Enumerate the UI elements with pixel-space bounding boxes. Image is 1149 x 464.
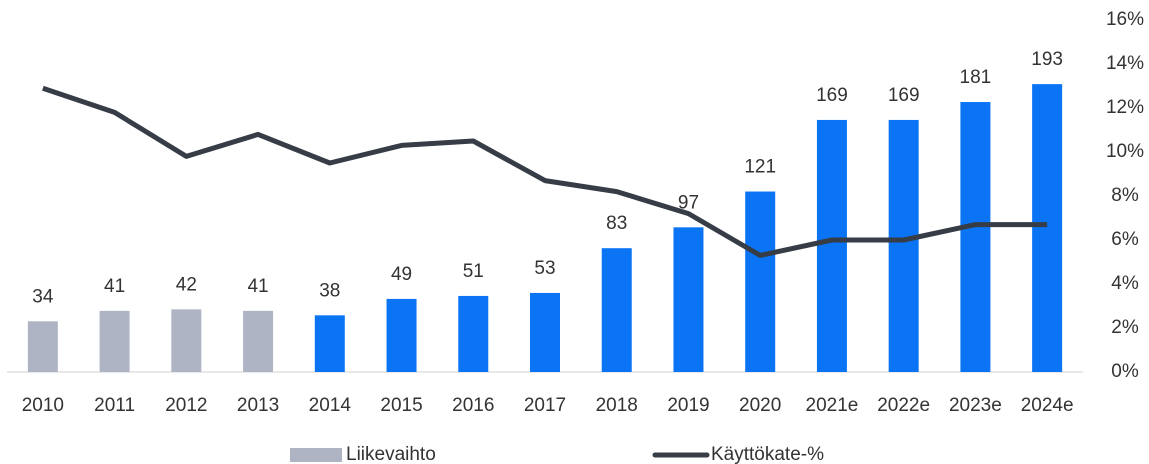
data-label: 41 (104, 276, 125, 297)
legend-label: Liikevaihto (346, 444, 436, 464)
data-label: 51 (463, 261, 484, 282)
y2-tick-label: 8% (1111, 185, 1139, 206)
data-label: 38 (319, 280, 340, 301)
data-label: 169 (888, 85, 920, 106)
bar (745, 191, 776, 372)
x-tick-label: 2010 (22, 395, 64, 416)
data-label: 169 (816, 85, 848, 106)
bar (601, 248, 632, 372)
data-label: 121 (744, 157, 776, 178)
y2-tick-label: 4% (1111, 273, 1139, 294)
y2-tick-label: 0% (1111, 361, 1139, 382)
legend-swatch (290, 448, 342, 462)
x-tick-label: 2020 (739, 395, 781, 416)
bar (314, 315, 345, 372)
y2-tick-label: 14% (1106, 53, 1144, 74)
x-tick-label: 2014 (309, 395, 352, 416)
x-tick-label: 2011 (94, 395, 135, 416)
x-tick-label: 2019 (667, 395, 709, 416)
x-tick-label: 2013 (237, 395, 279, 416)
bar (816, 119, 847, 372)
bar (243, 310, 274, 372)
x-tick-label: 2018 (596, 395, 638, 416)
data-label: 181 (960, 67, 992, 88)
x-tick-label: 2015 (380, 395, 422, 416)
bar (99, 310, 130, 372)
y2-tick-label: 16% (1106, 9, 1144, 30)
bar (673, 227, 704, 372)
bar (960, 102, 991, 372)
data-label: 97 (678, 192, 699, 213)
x-tick-label: 2024e (1021, 395, 1074, 416)
x-tick-label: 2022e (877, 395, 930, 416)
y2-tick-label: 2% (1111, 317, 1139, 338)
data-label: 41 (247, 276, 268, 297)
x-tick-label: 2017 (524, 395, 566, 416)
bar (386, 298, 417, 372)
x-tick-label: 2023e (949, 395, 1002, 416)
data-label: 193 (1031, 49, 1063, 70)
bar (530, 292, 560, 372)
bar (1032, 84, 1063, 372)
legend-label: Käyttökate-% (711, 444, 824, 464)
data-label: 53 (534, 258, 555, 279)
line (42, 85, 1048, 258)
x-tick-label: 2021e (806, 395, 859, 416)
bar (888, 119, 919, 372)
y2-tick-label: 10% (1106, 141, 1144, 162)
bar (171, 309, 202, 372)
x-tick-label: 2016 (452, 395, 494, 416)
x-tick-label: 2012 (165, 395, 207, 416)
data-label: 49 (391, 264, 412, 285)
bar (27, 321, 58, 372)
y2-tick-label: 6% (1111, 229, 1139, 250)
y2-tick-label: 12% (1106, 97, 1144, 118)
data-label: 42 (176, 274, 197, 295)
data-label: 34 (32, 286, 54, 307)
bar (458, 295, 489, 372)
data-label: 83 (606, 213, 627, 234)
